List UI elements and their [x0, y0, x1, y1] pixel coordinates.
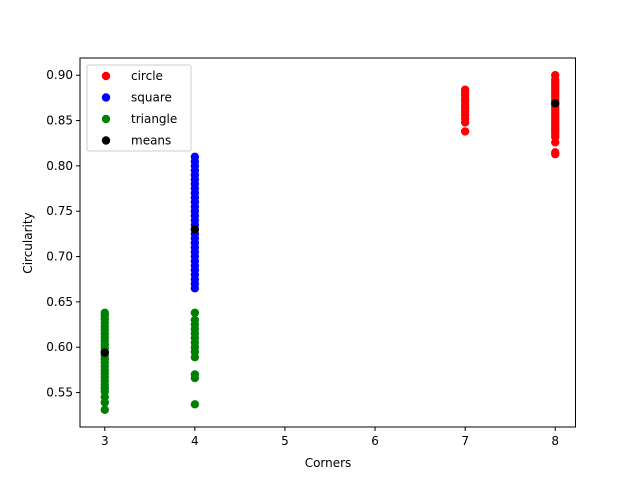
- triangle-point: [190, 308, 200, 317]
- triangle-point: [190, 315, 200, 325]
- series-triangle: [100, 308, 200, 414]
- x-tick-label: 5: [281, 434, 289, 448]
- legend-marker-triangle: [101, 114, 111, 124]
- points-layer: [100, 71, 560, 414]
- legend-marker-square: [101, 93, 111, 102]
- triangle-point: [100, 308, 109, 317]
- y-tick-label: 0.90: [46, 68, 73, 82]
- legend-items: circle square triangle means: [101, 69, 177, 148]
- legend-marker-circle: [101, 71, 111, 81]
- y-tick-label: 0.60: [46, 340, 73, 354]
- y-ticks: 0.55 0.60 0.65 0.70 0.75 0.80 0.85 0.90: [46, 68, 80, 400]
- means-point: [100, 348, 109, 357]
- legend-label-means: means: [131, 134, 171, 148]
- legend-label-circle: circle: [131, 69, 163, 83]
- means-point: [190, 225, 200, 234]
- series-circle: [460, 71, 560, 159]
- x-tick-label: 8: [551, 434, 559, 448]
- triangle-point: [190, 370, 200, 379]
- y-tick-label: 0.85: [46, 114, 73, 128]
- circle-point: [460, 127, 470, 136]
- x-tick-label: 7: [461, 434, 469, 448]
- x-tick-label: 3: [101, 434, 109, 448]
- series-square: [190, 152, 200, 293]
- legend-box: [86, 64, 192, 152]
- y-axis-label: Circularity: [21, 212, 35, 273]
- x-tick-label: 6: [371, 434, 379, 448]
- y-tick-label: 0.75: [46, 204, 73, 218]
- circle-point: [551, 148, 560, 157]
- x-ticks: 3 4 5 6 7 8: [101, 427, 559, 448]
- legend-marker-means: [101, 136, 111, 145]
- y-tick-label: 0.70: [46, 250, 73, 264]
- legend-label-triangle: triangle: [131, 112, 177, 126]
- series-means: [100, 99, 560, 357]
- circle-point: [551, 71, 560, 80]
- y-tick-label: 0.65: [46, 295, 73, 309]
- x-tick-label: 4: [191, 434, 199, 448]
- circle-point: [460, 85, 470, 94]
- x-axis-label: Corners: [305, 456, 352, 470]
- axes-frame: [79, 57, 576, 428]
- triangle-point: [100, 405, 109, 414]
- y-tick-label: 0.55: [46, 386, 73, 400]
- means-point: [551, 99, 560, 108]
- square-point: [190, 152, 200, 162]
- triangle-point: [190, 400, 200, 409]
- legend: circle square triangle means: [86, 64, 192, 152]
- legend-label-square: square: [131, 91, 172, 105]
- y-tick-label: 0.80: [46, 159, 73, 173]
